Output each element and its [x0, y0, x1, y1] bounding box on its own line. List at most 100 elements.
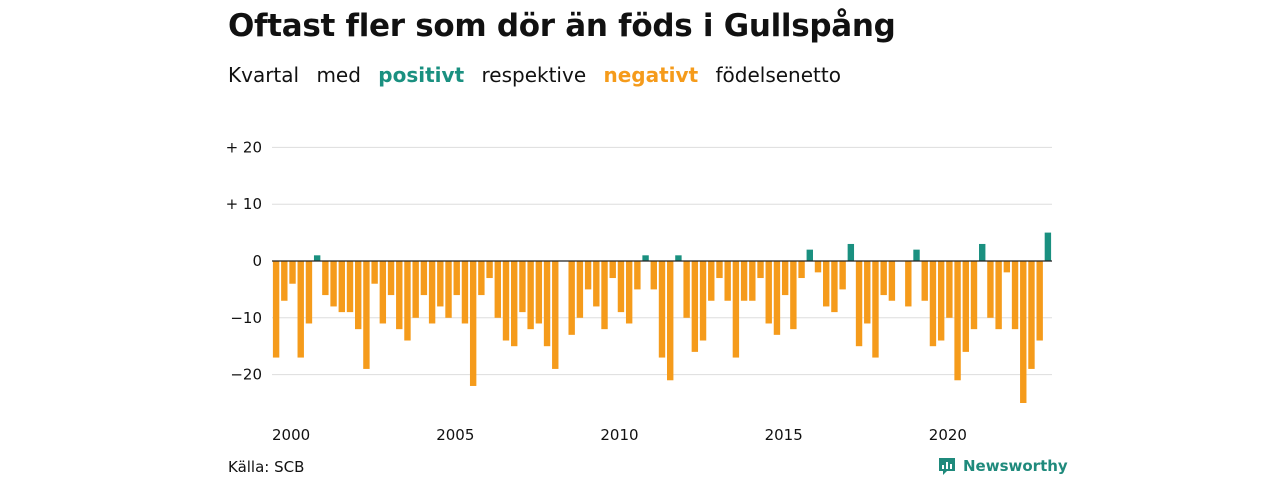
bar: [962, 261, 969, 352]
x-tick-label: 2005: [436, 426, 474, 444]
bar: [535, 261, 543, 324]
x-tick-label: 2015: [765, 426, 803, 444]
bar: [297, 261, 304, 358]
bar: [773, 261, 781, 335]
bar: [921, 261, 928, 301]
bar: [642, 255, 649, 261]
bar: [880, 261, 887, 296]
brand-logo[interactable]: Newsworthy: [937, 456, 1068, 476]
bar: [1044, 232, 1052, 261]
bar: [511, 261, 518, 347]
bar: [609, 261, 616, 279]
bar: [601, 261, 608, 330]
bar: [970, 261, 978, 330]
subtitle-text-quarter: Kvartal: [228, 63, 300, 87]
x-tick-label: 2010: [600, 426, 638, 444]
bar: [798, 261, 805, 279]
y-tick-label: + 10: [226, 195, 262, 213]
bar: [839, 261, 846, 290]
bar: [387, 261, 395, 296]
bar: [831, 261, 838, 313]
bar: [667, 261, 674, 381]
newsworthy-logo-icon: [939, 458, 955, 475]
bar: [699, 261, 707, 341]
bar: [502, 261, 510, 341]
bar: [379, 261, 387, 324]
bar: [305, 261, 313, 324]
bar: [757, 261, 764, 279]
bar: [1036, 261, 1043, 341]
bar: [781, 261, 789, 296]
bar: [453, 261, 460, 296]
bar: [675, 255, 682, 261]
bar: [346, 261, 354, 313]
x-tick-label: 2020: [929, 426, 967, 444]
bar: [428, 261, 436, 324]
bar: [995, 261, 1002, 330]
bar: [864, 261, 871, 324]
bar: [412, 261, 419, 318]
y-tick-label: −10: [230, 309, 262, 327]
bar: [634, 261, 641, 290]
bar: [420, 261, 428, 296]
y-tick-label: −20: [230, 366, 262, 384]
legend-negative: negativt: [603, 63, 699, 87]
bar: [1011, 261, 1019, 330]
bar: [617, 261, 625, 313]
bar: [806, 249, 813, 261]
bar: [289, 261, 296, 284]
subtitle-text-net: födelsenetto: [715, 63, 841, 87]
bar: [461, 261, 469, 324]
bar: [929, 261, 937, 347]
bar: [1020, 261, 1027, 403]
bar: [872, 261, 879, 358]
bar: [552, 261, 559, 369]
bar: [823, 261, 830, 307]
bar: [593, 261, 600, 307]
bar: [740, 261, 748, 301]
bar: [355, 261, 362, 330]
chart-title: Oftast fler som dör än föds i Gullspång: [228, 8, 896, 44]
bar: [519, 261, 526, 313]
bar: [1028, 261, 1035, 369]
bar: [954, 261, 961, 381]
bar: [437, 261, 444, 307]
bar: [790, 261, 797, 330]
bar: [987, 261, 994, 318]
bar: [281, 261, 288, 301]
source-note: Källa: SCB: [228, 458, 305, 476]
bar: [658, 261, 666, 358]
bar: [691, 261, 699, 352]
bar: [855, 261, 863, 347]
bar: [494, 261, 501, 318]
bar: [946, 261, 953, 318]
bar: [363, 261, 370, 369]
x-tick-label: 2000: [272, 426, 310, 444]
subtitle-text-with: med: [316, 63, 361, 87]
bar: [732, 261, 740, 358]
bar: [272, 261, 280, 358]
legend-positive: positivt: [378, 63, 465, 87]
y-tick-label: 0: [252, 252, 262, 270]
bar: [584, 261, 592, 290]
bar: [650, 261, 657, 290]
bar: [683, 261, 690, 318]
bar: [469, 261, 477, 386]
y-tick-label: + 20: [226, 138, 262, 156]
subtitle-text-respectively: respektive: [481, 63, 587, 87]
bar: [708, 261, 715, 301]
bar: [543, 261, 551, 347]
bar: [527, 261, 534, 330]
bar: [913, 249, 920, 261]
bar: [322, 261, 329, 296]
bar: [847, 243, 855, 261]
bar: [888, 261, 896, 301]
bar: [814, 261, 822, 273]
bar: [576, 261, 584, 318]
bar: [749, 261, 756, 301]
bar: [338, 261, 345, 313]
bar: [445, 261, 452, 318]
brand-name: Newsworthy: [963, 457, 1068, 475]
bar: [625, 261, 633, 324]
